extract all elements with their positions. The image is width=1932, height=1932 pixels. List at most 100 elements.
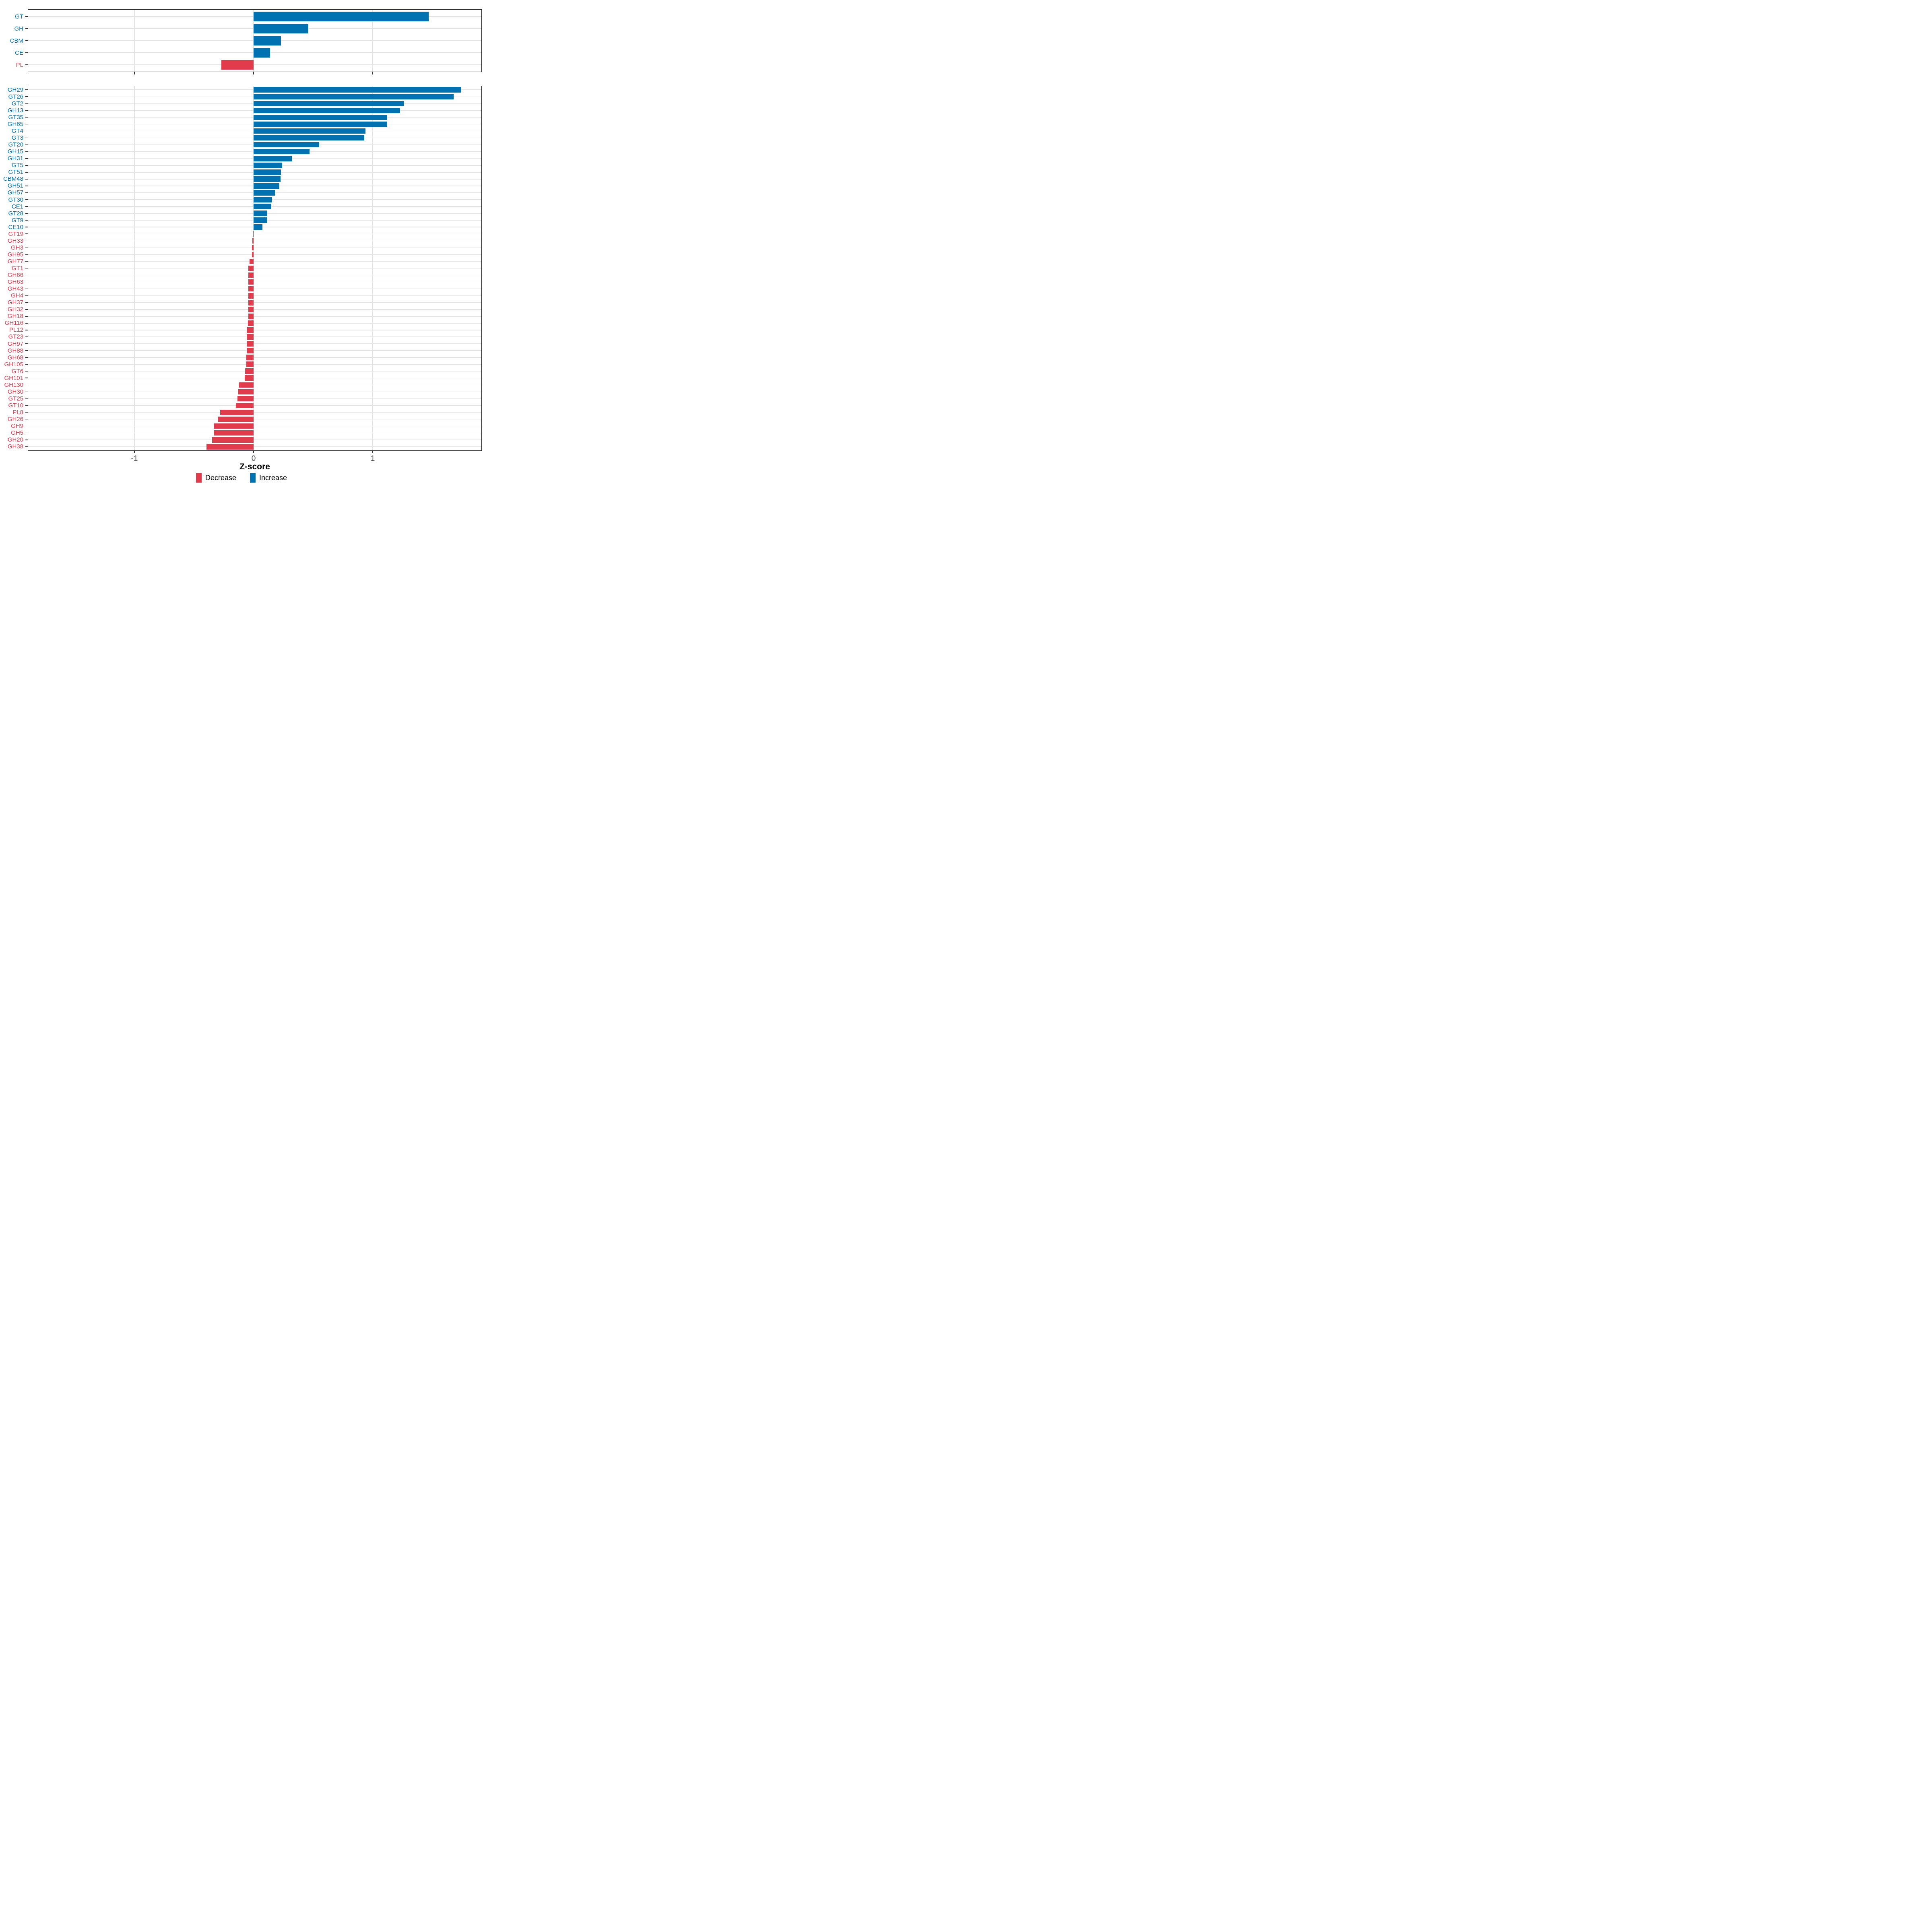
bar-CBM: [254, 36, 281, 45]
gridline-row-GH9: [28, 425, 482, 427]
category-label-GH130: GH130: [4, 381, 23, 388]
legend-swatch-decrease: [196, 473, 202, 483]
category-label-GH63: GH63: [7, 279, 23, 286]
bar-GT20: [254, 142, 319, 148]
category-label-GH29: GH29: [7, 86, 23, 93]
bar-GH33: [252, 238, 254, 244]
y-tickmark-GH38: [25, 446, 28, 447]
bar-GH: [254, 24, 309, 33]
y-tickmark-GH33: [25, 240, 28, 242]
category-label-CE1: CE1: [11, 203, 23, 210]
category-label-GH88: GH88: [7, 347, 23, 354]
y-tickmark-GH116: [25, 323, 28, 324]
category-label-CBM: CBM: [10, 37, 23, 44]
y-tickmark-GH97: [25, 343, 28, 344]
legend-label-increase: Increase: [259, 473, 287, 482]
category-label-GT30: GT30: [8, 196, 23, 203]
y-tickmark-GH88: [25, 350, 28, 351]
y-tickmark-CE1: [25, 206, 28, 207]
category-label-GH57: GH57: [7, 189, 23, 196]
y-tickmark-GT35: [25, 117, 28, 118]
category-label-GH18: GH18: [7, 313, 23, 320]
y-tickmark-GH95: [25, 254, 28, 255]
y-tickmark-GH26: [25, 419, 28, 420]
bar-GH31: [254, 155, 292, 161]
bar-PL12: [246, 327, 254, 333]
bar-PL8: [220, 409, 254, 415]
x-tickmark-0: [253, 72, 254, 74]
gridline-row-GH130: [28, 384, 482, 386]
y-tickmark-GH77: [25, 261, 28, 262]
bar-GT23: [246, 334, 254, 340]
gridline-row-GH37: [28, 302, 482, 303]
category-label-GT2: GT2: [11, 100, 23, 107]
y-tickmark-CE: [25, 52, 28, 53]
bar-GH88: [246, 348, 254, 353]
gridline-row-GH66: [28, 275, 482, 276]
category-label-GH68: GH68: [7, 354, 23, 361]
category-label-GT20: GT20: [8, 141, 23, 149]
gridline-row-GH32: [28, 309, 482, 310]
bar-PL: [221, 60, 254, 70]
category-label-GH13: GH13: [7, 107, 23, 114]
bar-GH105: [246, 361, 254, 367]
bar-GT28: [254, 211, 268, 216]
y-tickmark-PL: [25, 64, 28, 65]
gridline-row-GT10: [28, 405, 482, 406]
y-tickmark-GT28: [25, 213, 28, 214]
gridline-row-GH77: [28, 261, 482, 262]
bar-GT2: [254, 101, 404, 107]
y-tickmark-GH65: [25, 124, 28, 125]
bar-GH101: [245, 375, 254, 381]
gridline-row-PL8: [28, 412, 482, 413]
category-label-GT25: GT25: [8, 395, 23, 402]
bar-GH116: [248, 320, 254, 326]
category-label-GH95: GH95: [7, 251, 23, 258]
y-tickmark-GH31: [25, 158, 28, 159]
bar-GH77: [249, 258, 254, 264]
gridline-row-GH38: [28, 446, 482, 447]
bar-GH26: [218, 416, 254, 422]
gridline-row-GH97: [28, 343, 482, 344]
category-label-PL: PL: [16, 61, 23, 68]
y-tickmark-GT2: [25, 103, 28, 104]
gridline-row-GH63: [28, 281, 482, 283]
y-tickmark-GH130: [25, 384, 28, 386]
category-label-GH31: GH31: [7, 155, 23, 162]
y-tickmark-GH4: [25, 295, 28, 296]
category-label-GT23: GT23: [8, 333, 23, 341]
bar-GH5: [214, 430, 254, 436]
category-label-GH20: GH20: [7, 436, 23, 444]
bar-GH38: [206, 444, 254, 450]
category-label-GH15: GH15: [7, 148, 23, 155]
category-label-GH32: GH32: [7, 306, 23, 313]
y-tickmark-GT51: [25, 172, 28, 173]
legend-item-increase: Increase: [250, 473, 287, 483]
bar-GH51: [254, 183, 279, 189]
x-tick-label-one: 1: [370, 454, 375, 463]
y-tickmark-GT19: [25, 233, 28, 235]
gridline-row-GH68: [28, 357, 482, 358]
gridline-row-GH95: [28, 254, 482, 255]
bar-GH20: [212, 437, 254, 443]
category-label-GT51: GT51: [8, 169, 23, 176]
gridline-row-GH33: [28, 240, 482, 242]
y-tickmark-GT20: [25, 144, 28, 145]
bar-GH4: [248, 293, 254, 299]
bar-GH97: [246, 341, 254, 347]
bar-GH37: [248, 299, 254, 305]
category-label-PL8: PL8: [12, 409, 23, 416]
gridline-row-GT23: [28, 336, 482, 337]
category-label-GH3: GH3: [11, 244, 23, 251]
y-tickmark-GT9: [25, 220, 28, 221]
y-tickmark-GT25: [25, 398, 28, 399]
x-tickmark-0: [253, 451, 254, 453]
category-label-CE10: CE10: [8, 223, 23, 231]
category-label-GH37: GH37: [7, 299, 23, 306]
category-label-GH5: GH5: [11, 429, 23, 437]
x-axis-title: Z-score: [239, 462, 270, 471]
category-label-GH33: GH33: [7, 237, 23, 244]
category-label-GH116: GH116: [4, 320, 23, 327]
gridline-row-GH18: [28, 316, 482, 317]
category-label-GT10: GT10: [8, 402, 23, 409]
